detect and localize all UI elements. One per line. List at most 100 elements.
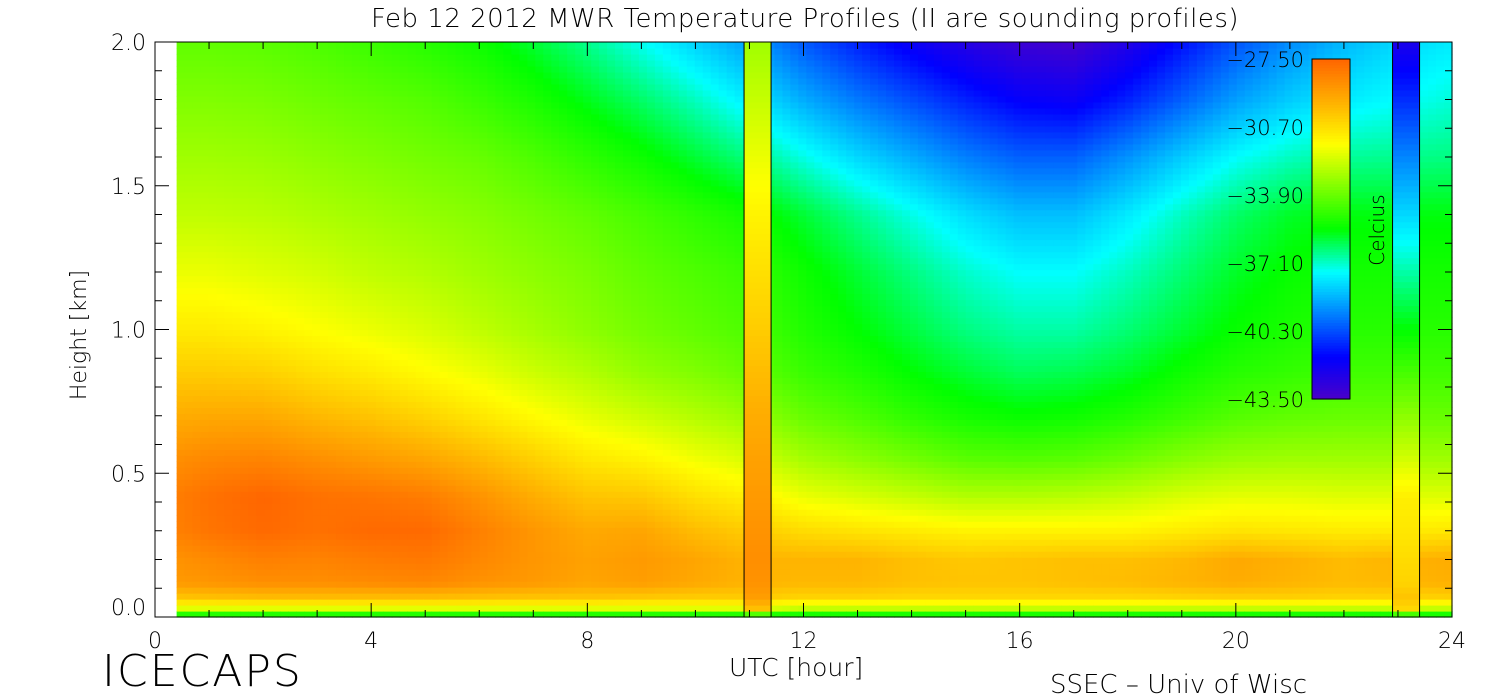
- heatmap-cell: [375, 329, 385, 337]
- heatmap-cell: [431, 227, 441, 235]
- heatmap-cell: [463, 359, 473, 367]
- heatmap-cell: [272, 575, 281, 582]
- heatmap-cell: [248, 419, 257, 426]
- heatmap-cell: [304, 191, 313, 199]
- heatmap-cell: [383, 605, 393, 612]
- heatmap-cell: [479, 77, 489, 85]
- heatmap-cell: [487, 437, 497, 444]
- heatmap-cell: [272, 461, 281, 468]
- heatmap-cell: [200, 131, 210, 139]
- heatmap-cell: [519, 65, 528, 73]
- heatmap-cell: [328, 341, 337, 349]
- heatmap-cell: [575, 551, 584, 558]
- heatmap-cell: [216, 461, 226, 468]
- heatmap-cell: [184, 413, 194, 420]
- heatmap-cell: [280, 515, 289, 522]
- heatmap-cell: [272, 521, 281, 528]
- heatmap-cell: [240, 233, 249, 241]
- heatmap-cell: [304, 431, 313, 438]
- heatmap-cell: [272, 107, 281, 115]
- heatmap-cell: [336, 467, 345, 474]
- heatmap-cell: [184, 467, 194, 474]
- heatmap-cell: [399, 611, 409, 618]
- heatmap-cell: [535, 42, 544, 49]
- heatmap-cell: [471, 413, 481, 420]
- heatmap-cell: [344, 155, 353, 163]
- heatmap-cell: [351, 209, 361, 217]
- heatmap-cell: [479, 527, 489, 534]
- heatmap-cell: [312, 371, 321, 379]
- heatmap-cell: [575, 545, 584, 552]
- heatmap-cell: [423, 551, 433, 558]
- heatmap-cell: [367, 557, 377, 564]
- heatmap-cell: [264, 227, 273, 235]
- heatmap-cell: [575, 161, 584, 169]
- heatmap-cell: [383, 125, 393, 133]
- heatmap-cell: [391, 269, 401, 277]
- heatmap-cell: [535, 551, 544, 558]
- heatmap-cell: [304, 389, 313, 396]
- heatmap-cell: [240, 521, 249, 528]
- heatmap-cell: [487, 203, 497, 211]
- heatmap-cell: [439, 527, 449, 534]
- heatmap-cell: [328, 491, 337, 498]
- heatmap-cell: [367, 491, 377, 498]
- heatmap-cell: [248, 209, 257, 217]
- heatmap-cell: [288, 497, 297, 504]
- heatmap-cell: [487, 155, 497, 163]
- heatmap-cell: [519, 431, 528, 438]
- heatmap-cell: [272, 539, 281, 546]
- heatmap-cell: [479, 329, 489, 337]
- heatmap-cell: [559, 149, 568, 157]
- heatmap-cell: [423, 101, 433, 109]
- heatmap-cell: [391, 425, 401, 432]
- heatmap-cell: [208, 113, 218, 121]
- heatmap-cell: [264, 569, 273, 576]
- heatmap-cell: [399, 365, 409, 373]
- heatmap-cell: [495, 251, 505, 259]
- heatmap-cell: [288, 503, 297, 510]
- heatmap-cell: [359, 257, 369, 265]
- heatmap-cell: [304, 119, 313, 127]
- heatmap-cell: [232, 449, 241, 456]
- heatmap-cell: [304, 533, 313, 540]
- heatmap-cell: [264, 515, 273, 522]
- heatmap-cell: [224, 263, 234, 271]
- heatmap-cell: [176, 407, 186, 414]
- heatmap-cell: [399, 329, 409, 337]
- heatmap-cell: [351, 83, 361, 91]
- heatmap-cell: [471, 191, 481, 199]
- heatmap-cell: [511, 155, 520, 163]
- heatmap-cell: [567, 563, 576, 570]
- heatmap-cell: [320, 425, 329, 432]
- heatmap-cell: [264, 137, 273, 145]
- heatmap-cell: [256, 293, 265, 301]
- heatmap-cell: [216, 83, 226, 91]
- heatmap-cell: [304, 263, 313, 271]
- heatmap-cell: [567, 311, 576, 319]
- heatmap-cell: [328, 143, 337, 151]
- heatmap-cell: [336, 42, 345, 49]
- heatmap-cell: [455, 119, 465, 127]
- heatmap-cell: [551, 341, 560, 349]
- heatmap-cell: [415, 371, 425, 379]
- heatmap-cell: [447, 119, 457, 127]
- heatmap-cell: [583, 491, 592, 498]
- heatmap-cell: [407, 407, 417, 414]
- heatmap-cell: [192, 407, 202, 414]
- heatmap-cell: [383, 569, 393, 576]
- heatmap-cell: [296, 83, 305, 91]
- heatmap-cell: [567, 293, 576, 301]
- heatmap-cell: [447, 401, 457, 408]
- heatmap-cell: [575, 293, 584, 301]
- heatmap-cell: [495, 395, 505, 402]
- heatmap-cell: [511, 269, 520, 277]
- heatmap-cell: [296, 47, 305, 55]
- heatmap-cell: [415, 125, 425, 133]
- heatmap-cell: [375, 263, 385, 271]
- heatmap-cell: [264, 611, 273, 618]
- heatmap-cell: [304, 179, 313, 187]
- heatmap-cell: [551, 275, 560, 283]
- heatmap-cell: [575, 95, 584, 103]
- heatmap-cell: [344, 497, 353, 504]
